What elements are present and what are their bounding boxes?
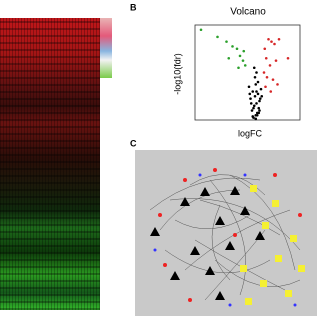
point (252, 104, 256, 108)
point (216, 35, 219, 39)
point (267, 37, 270, 41)
point (247, 85, 251, 89)
point (256, 80, 260, 84)
point (199, 28, 203, 32)
point (273, 42, 276, 46)
point (263, 47, 267, 51)
network (135, 150, 317, 316)
point (260, 94, 264, 98)
point (249, 97, 252, 100)
point (225, 40, 228, 43)
point (235, 47, 239, 51)
network-dots (153, 173, 297, 307)
point (264, 56, 268, 60)
point (241, 59, 245, 62)
plot-frame (194, 24, 301, 121)
network-background (135, 150, 317, 316)
point (274, 59, 278, 62)
point (265, 75, 269, 79)
point (253, 94, 257, 98)
point (286, 56, 290, 60)
y-axis-label: -log10(fdr) (172, 53, 182, 95)
point (255, 113, 259, 117)
network-squares (240, 185, 305, 305)
point (269, 90, 273, 93)
point (262, 71, 266, 74)
point (259, 87, 263, 91)
point (251, 90, 255, 93)
network-triangles (150, 186, 265, 300)
point (252, 106, 255, 110)
point (256, 92, 260, 96)
point (258, 99, 261, 103)
point (238, 54, 242, 58)
point (252, 66, 256, 70)
point (277, 37, 281, 41)
point (249, 102, 253, 105)
point (248, 92, 252, 96)
panel-label: C (130, 138, 137, 148)
point (231, 45, 234, 48)
x-axis-label: logFC (238, 128, 263, 138)
point (242, 49, 246, 53)
point (254, 117, 258, 121)
point (264, 85, 267, 89)
point (271, 78, 275, 81)
point (254, 83, 258, 86)
point (270, 40, 273, 43)
network-dots (158, 168, 302, 302)
heatmap (0, 18, 100, 310)
point (255, 71, 258, 74)
point (268, 64, 272, 67)
heatmap-annotation (100, 18, 112, 78)
point (243, 64, 247, 67)
point (257, 111, 261, 115)
point (251, 115, 255, 118)
point (255, 90, 258, 93)
network-edges (149, 174, 301, 301)
point (258, 109, 261, 112)
point (276, 83, 279, 86)
point (250, 109, 254, 112)
panel-label: B (130, 2, 137, 12)
point (227, 56, 231, 60)
point (255, 102, 258, 105)
chart-title: Volcano (230, 7, 266, 18)
point (237, 66, 240, 70)
point (258, 97, 262, 100)
point (257, 106, 261, 110)
point (253, 75, 257, 79)
